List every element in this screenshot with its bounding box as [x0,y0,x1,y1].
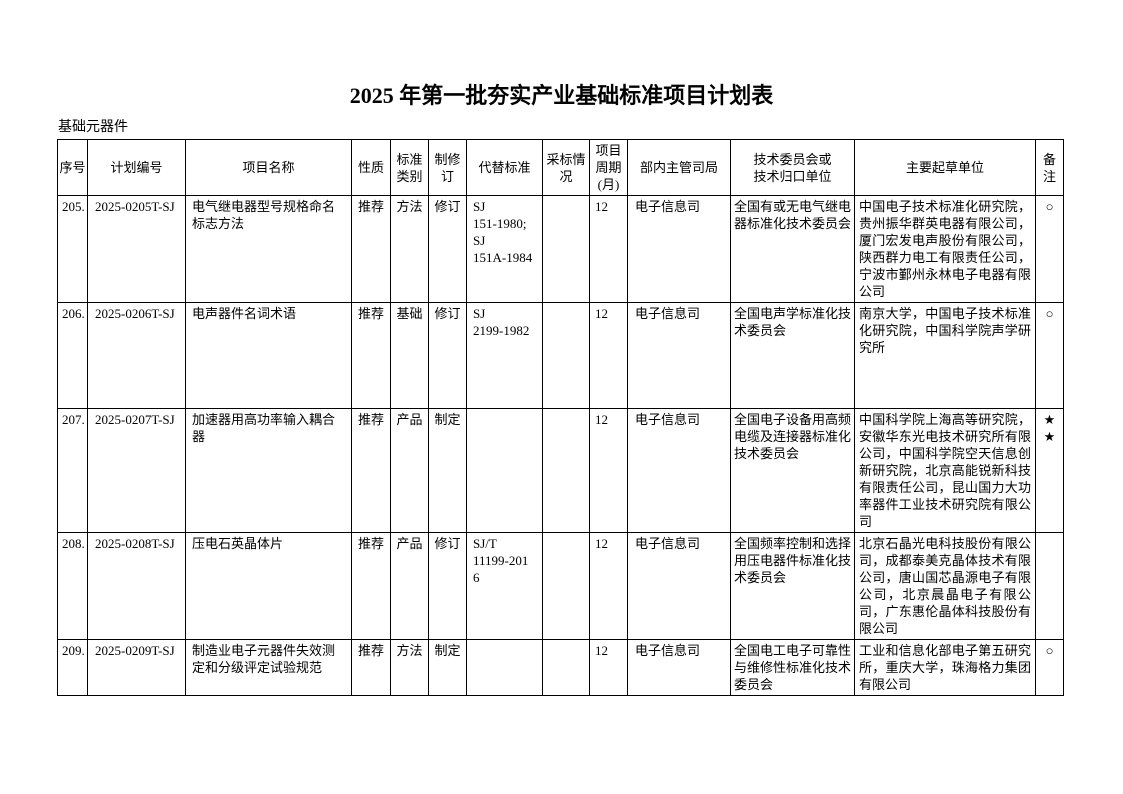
cell-drafting-units: 中国科学院上海高等研究院，安徽华东光电技术研究所有限公司，中国科学院空天信息创新… [854,408,1036,533]
cell-committee: 全国有或无电气继电器标准化技术委员会 [730,195,855,303]
cell-replaced-standard: SJ 151-1980; SJ 151A-1984 [466,195,543,303]
cell-project-name: 压电石英晶体片 [185,532,352,640]
cell-department: 电子信息司 [627,302,731,409]
cell-remark: ○ [1035,195,1064,303]
cell-drafting-units: 中国电子技术标准化研究院，贵州振华群英电器有限公司，厦门宏发电声股份有限公司，陕… [854,195,1036,303]
column-header-revision: 制修订 [428,139,467,196]
cell-category: 方法 [390,639,429,696]
table-row: 206. 2025-0206T-SJ 电声器件名词术语 推荐 基础 修订 SJ … [57,302,1064,409]
section-label: 基础元器件 [58,120,128,135]
cell-project-name: 加速器用高功率输入耦合器 [185,408,352,533]
column-header-remark: 备注 [1035,139,1064,196]
table-row: 207. 2025-0207T-SJ 加速器用高功率输入耦合器 推荐 产品 制定… [57,408,1064,533]
cell-nature: 推荐 [351,195,391,303]
cell-committee: 全国电子设备用高频电缆及连接器标准化技术委员会 [730,408,855,533]
cell-category: 产品 [390,408,429,533]
table-row: 209. 2025-0209T-SJ 制造业电子元器件失效测定和分级评定试验规范… [57,639,1064,696]
cell-revision: 修订 [428,302,467,409]
cell-committee: 全国电声学标准化技术委员会 [730,302,855,409]
cell-drafting-units: 南京大学，中国电子技术标准化研究院，中国科学院声学研究所 [854,302,1036,409]
column-header-replaced-standard: 代替标准 [466,139,543,196]
cell-replaced-standard [466,408,543,533]
cell-department: 电子信息司 [627,532,731,640]
cell-department: 电子信息司 [627,639,731,696]
cell-drafting-units: 北京石晶光电科技股份有限公司，成都泰美克晶体技术有限公司，唐山国芯晶源电子有限公… [854,532,1036,640]
cell-plan-number: 2025-0209T-SJ [87,639,186,696]
column-header-drafting-units: 主要起草单位 [854,139,1036,196]
cell-replaced-standard: SJ 2199-1982 [466,302,543,409]
cell-department: 电子信息司 [627,195,731,303]
cell-period: 12 [589,639,628,696]
table-row: 208. 2025-0208T-SJ 压电石英晶体片 推荐 产品 修订 SJ/T… [57,532,1064,640]
cell-adoption [542,195,590,303]
cell-revision: 制定 [428,639,467,696]
table-body: 205. 2025-0205T-SJ 电气继电器型号规格命名标志方法 推荐 方法… [57,195,1064,696]
column-header-project-name: 项目名称 [185,139,352,196]
cell-category: 产品 [390,532,429,640]
cell-committee: 全国电工电子可靠性与维修性标准化技术委员会 [730,639,855,696]
cell-plan-number: 2025-0206T-SJ [87,302,186,409]
cell-project-name: 制造业电子元器件失效测定和分级评定试验规范 [185,639,352,696]
column-header-category: 标准类别 [390,139,429,196]
standards-plan-table: 序号 计划编号 项目名称 性质 标准类别 制修订 代替标准 采标情况 项目周期(… [57,139,1064,696]
table-header-row: 序号 计划编号 项目名称 性质 标准类别 制修订 代替标准 采标情况 项目周期(… [57,139,1064,196]
cell-plan-number: 2025-0207T-SJ [87,408,186,533]
cell-period: 12 [589,195,628,303]
cell-department: 电子信息司 [627,408,731,533]
column-header-period: 项目周期(月) [589,139,628,196]
cell-index: 206. [57,302,88,409]
column-header-plan-number: 计划编号 [87,139,186,196]
cell-remark: ★ ★ [1035,408,1064,533]
cell-index: 209. [57,639,88,696]
column-header-department: 部内主管司局 [627,139,731,196]
cell-category: 基础 [390,302,429,409]
cell-drafting-units: 工业和信息化部电子第五研究所，重庆大学，珠海格力集团有限公司 [854,639,1036,696]
cell-nature: 推荐 [351,532,391,640]
page-title: 2025 年第一批夯实产业基础标准项目计划表 [349,83,774,108]
cell-replaced-standard [466,639,543,696]
cell-committee: 全国频率控制和选择用压电器件标准化技术委员会 [730,532,855,640]
cell-category: 方法 [390,195,429,303]
cell-nature: 推荐 [351,408,391,533]
cell-replaced-standard: SJ/T 11199-201 6 [466,532,543,640]
cell-project-name: 电声器件名词术语 [185,302,352,409]
cell-period: 12 [589,532,628,640]
cell-period: 12 [589,408,628,533]
cell-adoption [542,408,590,533]
cell-nature: 推荐 [351,302,391,409]
cell-revision: 修订 [428,532,467,640]
column-header-adoption: 采标情况 [542,139,590,196]
cell-adoption [542,532,590,640]
cell-nature: 推荐 [351,639,391,696]
cell-plan-number: 2025-0205T-SJ [87,195,186,303]
cell-index: 208. [57,532,88,640]
cell-revision: 制定 [428,408,467,533]
cell-period: 12 [589,302,628,409]
cell-adoption [542,639,590,696]
cell-adoption [542,302,590,409]
cell-remark [1035,532,1064,640]
cell-index: 207. [57,408,88,533]
cell-project-name: 电气继电器型号规格命名标志方法 [185,195,352,303]
column-header-committee: 技术委员会或 技术归口单位 [730,139,855,196]
cell-revision: 修订 [428,195,467,303]
column-header-index: 序号 [57,139,88,196]
table-row: 205. 2025-0205T-SJ 电气继电器型号规格命名标志方法 推荐 方法… [57,195,1064,303]
cell-remark: ○ [1035,639,1064,696]
cell-plan-number: 2025-0208T-SJ [87,532,186,640]
cell-index: 205. [57,195,88,303]
column-header-nature: 性质 [351,139,391,196]
cell-remark: ○ [1035,302,1064,409]
